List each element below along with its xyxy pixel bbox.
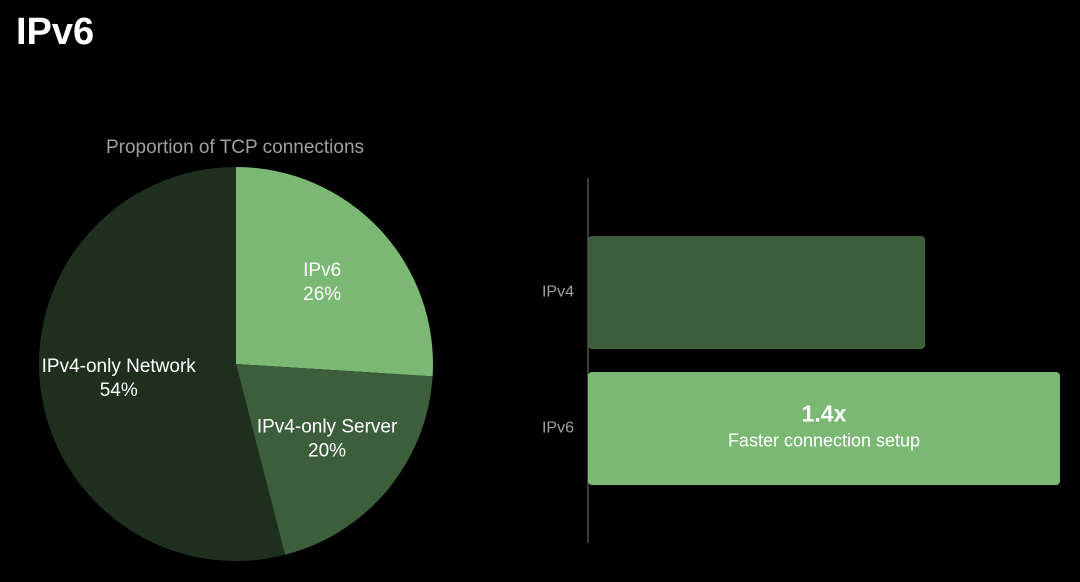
- pie-slice: [236, 167, 433, 377]
- slice-value: 20%: [308, 440, 346, 461]
- slide-title: IPv6: [16, 11, 94, 53]
- pie-title: Proportion of TCP connections: [106, 137, 364, 158]
- bar-annotation: Faster connection setup: [728, 430, 920, 450]
- pie-slice: [236, 364, 433, 555]
- bar-category-label: IPv4: [542, 284, 574, 301]
- bar: [588, 372, 1060, 485]
- slice-value: 54%: [100, 380, 138, 401]
- bar-category-label: IPv6: [542, 420, 574, 437]
- slice-label: IPv4-only Server: [257, 416, 398, 437]
- slice-label: IPv6: [303, 260, 341, 281]
- slice-label: IPv4-only Network: [42, 356, 197, 377]
- bar-value-label: 1.4x: [802, 401, 847, 427]
- slice-value: 26%: [303, 284, 341, 305]
- pie-slice: [39, 167, 285, 561]
- bar: [588, 236, 926, 349]
